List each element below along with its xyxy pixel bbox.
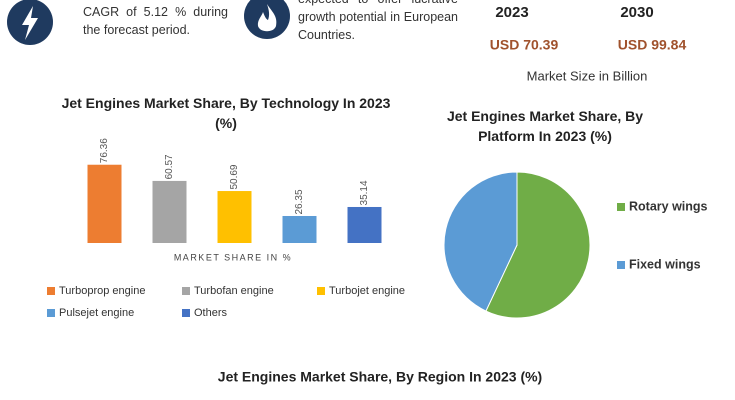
legend-swatch bbox=[182, 287, 190, 295]
pie-title: Jet Engines Market Share, By Platform In … bbox=[447, 108, 643, 144]
region-title: Jet Engines Market Share, By Region In 2… bbox=[218, 369, 542, 385]
bar-value-label: 26.35 bbox=[294, 189, 305, 214]
bar bbox=[87, 164, 122, 243]
legend-swatch bbox=[182, 309, 190, 317]
legend-swatch bbox=[317, 287, 325, 295]
growth-text: expected to offer lucrative growth poten… bbox=[298, 0, 458, 42]
legend-label: Pulsejet engine bbox=[59, 307, 134, 319]
pie-slice bbox=[443, 171, 518, 312]
legend-label: Turbofan engine bbox=[194, 285, 274, 297]
legend-label: Rotary wings bbox=[629, 199, 708, 213]
bar-value-label: 50.69 bbox=[229, 164, 240, 189]
year: 2030 bbox=[620, 4, 653, 21]
bar-value-label: 60.57 bbox=[164, 154, 175, 179]
bar bbox=[282, 215, 317, 243]
pie-slice bbox=[485, 171, 591, 319]
legend-swatch bbox=[617, 203, 625, 211]
legend-swatch bbox=[47, 287, 55, 295]
market-size: USD 99.84 bbox=[618, 37, 687, 53]
flame-icon bbox=[257, 4, 277, 32]
bar bbox=[347, 206, 382, 243]
bar-value-label: 35.14 bbox=[359, 180, 370, 205]
legend-label: Fixed wings bbox=[629, 257, 701, 271]
bolt-icon bbox=[22, 6, 38, 40]
market-size-caption: Market Size in Billion bbox=[527, 68, 648, 83]
x-axis-label: MARKET SHARE IN % bbox=[174, 252, 292, 262]
legend-label: Turboprop engine bbox=[59, 285, 145, 297]
legend-swatch bbox=[617, 261, 625, 269]
market-size: USD 70.39 bbox=[490, 37, 559, 53]
bar-title: Jet Engines Market Share, By Technology … bbox=[62, 95, 391, 131]
legend-swatch bbox=[47, 309, 55, 317]
cagr-text: CAGR of 5.12 % during the forecast perio… bbox=[83, 5, 228, 37]
year: 2023 bbox=[495, 4, 528, 21]
bar-value-label: 76.36 bbox=[99, 138, 110, 163]
legend-label: Turbojet engine bbox=[329, 285, 405, 297]
legend-label: Others bbox=[194, 307, 228, 319]
bar bbox=[217, 191, 252, 243]
bar bbox=[152, 180, 187, 243]
